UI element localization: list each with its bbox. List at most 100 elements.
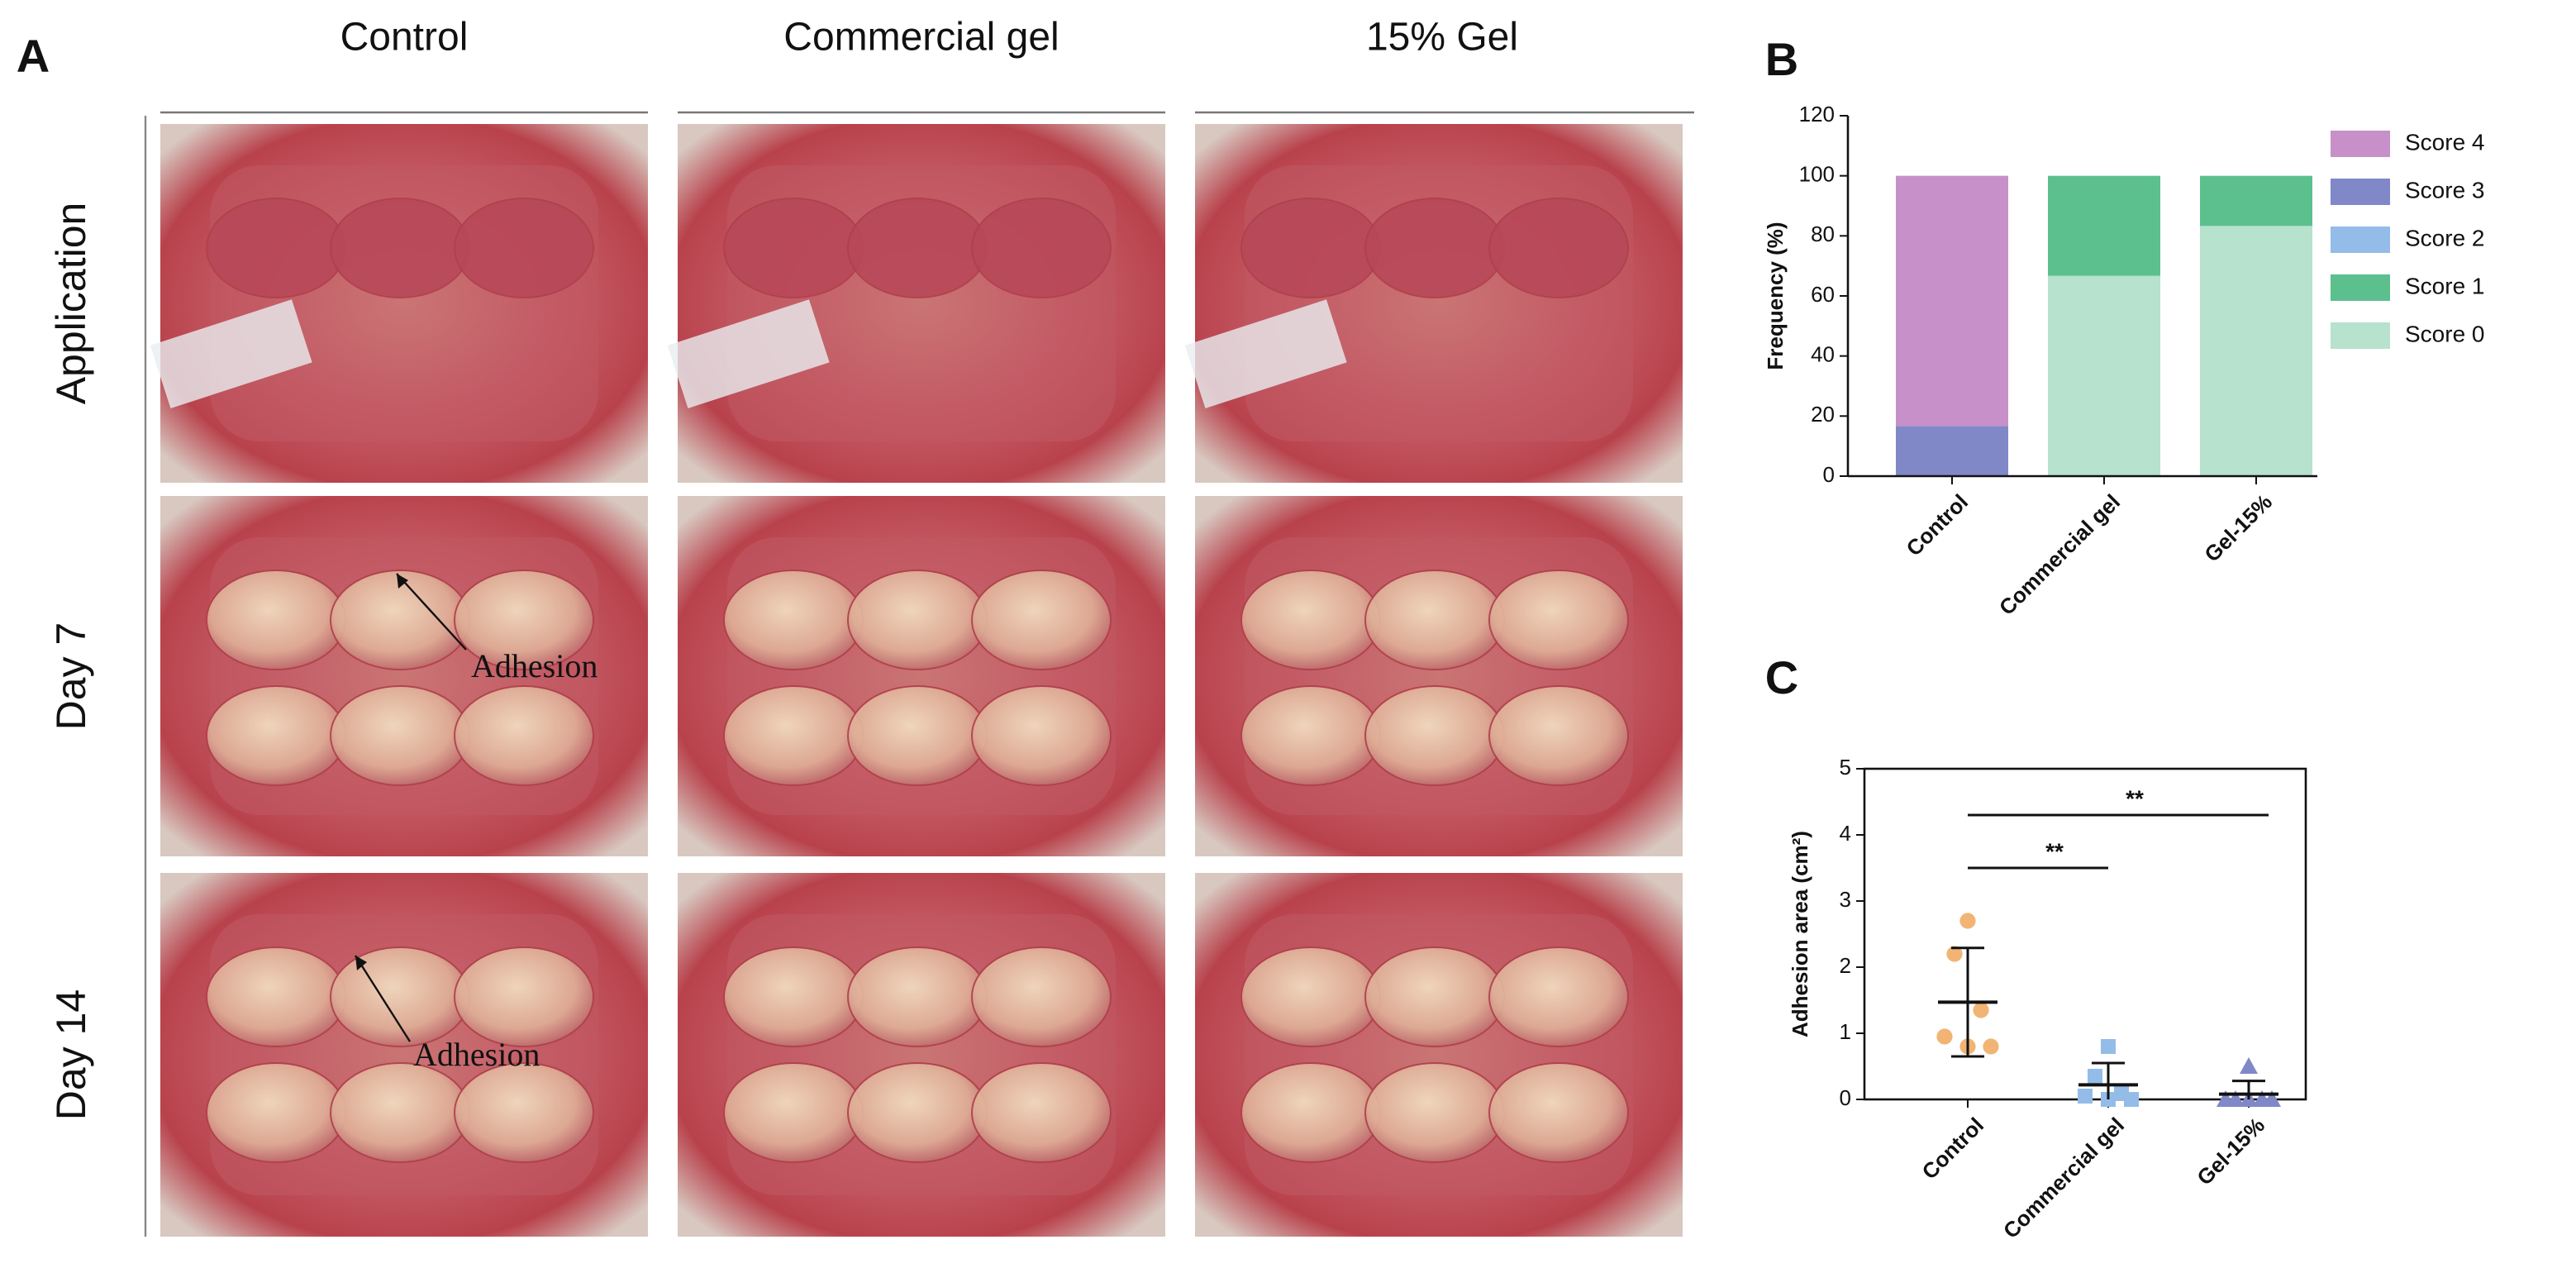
- y-tick-label: 120: [1799, 102, 1835, 126]
- data-point: [1946, 946, 1963, 962]
- panel-label: B: [1765, 33, 1798, 85]
- photo-organ: [454, 570, 594, 670]
- bar-segment: [2048, 175, 2160, 276]
- data-point: [2078, 1089, 2093, 1104]
- photo-organ: [723, 570, 864, 670]
- y-tick-label: 0: [1840, 1085, 1851, 1110]
- photo-organ: [206, 1062, 346, 1163]
- photo-organ: [723, 1062, 864, 1163]
- x-tick-label: Gel-15%: [2192, 1113, 2269, 1190]
- photo-organ: [723, 198, 864, 298]
- photo-organ: [1364, 685, 1505, 786]
- bar-segment: [2200, 175, 2312, 226]
- photo-organ: [1488, 946, 1629, 1047]
- photo-organ: [1364, 1062, 1505, 1163]
- legend-label: Score 2: [2405, 225, 2485, 250]
- photo-organ: [1240, 570, 1381, 670]
- data-point: [1936, 1028, 1953, 1045]
- x-tick-label: Commercial gel: [1998, 1113, 2129, 1243]
- column-header: 15% Gel: [1366, 16, 1518, 60]
- y-tick-label: 0: [1823, 462, 1835, 487]
- photo-organ: [723, 685, 864, 786]
- legend-label: Score 0: [2405, 321, 2485, 346]
- photo-organ: [971, 570, 1112, 670]
- data-point: [1973, 1002, 1989, 1018]
- y-tick-label: 3: [1840, 887, 1851, 912]
- data-point: [1983, 1038, 1999, 1055]
- photo-organ: [847, 198, 988, 298]
- legend-swatch: [2331, 179, 2390, 205]
- legend-label: Score 1: [2405, 273, 2485, 298]
- x-tick-label: Control: [1917, 1113, 1989, 1185]
- column-header: Control: [340, 16, 469, 60]
- photo-syringe: [1184, 299, 1347, 408]
- photo-organ: [847, 1062, 988, 1163]
- photo-organ: [206, 946, 346, 1047]
- photo-organ: [454, 1062, 594, 1163]
- annotation-arrowhead: [355, 956, 367, 970]
- photo-organ: [330, 198, 470, 298]
- photo-organ: [1488, 685, 1629, 786]
- photo-organ: [847, 570, 988, 670]
- panel-label: C: [1765, 651, 1798, 703]
- y-tick-label: 40: [1811, 342, 1835, 367]
- photo-organ: [971, 946, 1112, 1047]
- photo-organ: [206, 570, 346, 670]
- annotation-arrow: [396, 573, 467, 651]
- y-tick-label: 4: [1840, 821, 1851, 846]
- y-tick-label: 60: [1811, 282, 1835, 307]
- photo-organ: [1240, 685, 1381, 786]
- data-point: [2088, 1069, 2102, 1084]
- photo-syringe: [150, 299, 312, 408]
- photo-organ: [454, 685, 594, 786]
- photo: [1195, 873, 1683, 1237]
- significance-label: **: [2126, 785, 2144, 811]
- photo: [678, 496, 1165, 856]
- y-tick-label: 5: [1840, 755, 1851, 780]
- bar-segment: [1896, 426, 2008, 476]
- annotation-arrow: [354, 955, 412, 1042]
- photo-organ: [723, 946, 864, 1047]
- photo-organ: [847, 946, 988, 1047]
- y-axis-label: Frequency (%): [1763, 222, 1788, 370]
- bar-segment: [2048, 275, 2160, 476]
- row-label: Application: [48, 203, 94, 405]
- photo-organ: [330, 946, 470, 1047]
- data-point: [1959, 913, 1976, 929]
- photo-organ: [206, 198, 346, 298]
- photo: [160, 873, 648, 1237]
- data-point: [2124, 1092, 2139, 1107]
- data-point: [2240, 1057, 2258, 1074]
- photo-organ: [330, 1062, 470, 1163]
- photo-organ: [1240, 946, 1381, 1047]
- plot-frame: [1863, 767, 2307, 1101]
- data-point: [2263, 1090, 2281, 1107]
- photo-organ: [1364, 946, 1505, 1047]
- row-label: Day 7: [48, 622, 94, 731]
- panel-label: A: [17, 30, 50, 82]
- photo-organ: [1488, 570, 1629, 670]
- photo-organ: [330, 685, 470, 786]
- y-axis-label: Adhesion area (cm²): [1788, 831, 1812, 1037]
- x-tick-label: Control: [1902, 489, 1974, 561]
- row-label: Day 14: [48, 989, 94, 1120]
- photo-organ: [1488, 198, 1629, 298]
- photo-organ: [1364, 198, 1505, 298]
- photo-organ: [454, 946, 594, 1047]
- legend-swatch: [2331, 322, 2390, 349]
- annotation-arrowhead: [397, 574, 408, 589]
- photo-organ: [847, 685, 988, 786]
- data-point: [2217, 1090, 2235, 1107]
- photo-organ: [1240, 1062, 1381, 1163]
- photo-organ: [1488, 1062, 1629, 1163]
- photo-organ: [971, 685, 1112, 786]
- photo-organ: [971, 198, 1112, 298]
- photo: [678, 873, 1165, 1237]
- x-tick-label: Commercial gel: [1994, 489, 2125, 620]
- photo-organ: [1240, 198, 1381, 298]
- photo-organ: [971, 1062, 1112, 1163]
- legend-swatch: [2331, 131, 2390, 157]
- photo-organ: [206, 685, 346, 786]
